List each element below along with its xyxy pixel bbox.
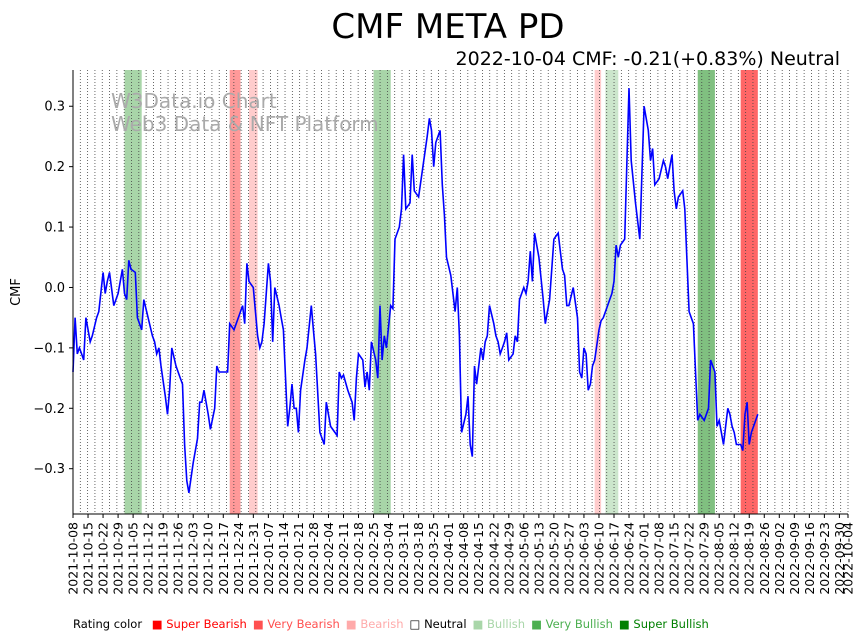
rating-band-very-bullish <box>373 70 391 514</box>
x-tick-label: 2021-11-19 <box>156 522 171 595</box>
watermark-line-2: Web3 Data & NFT Platform <box>111 112 379 136</box>
x-tick-label: 2022-07-29 <box>697 522 712 595</box>
x-tick-label: 2022-01-21 <box>291 522 306 595</box>
y-tick-label: −0.2 <box>33 402 65 417</box>
x-tick-label: 2022-03-25 <box>426 522 441 595</box>
x-tick-label: 2022-09-09 <box>787 522 802 595</box>
rating-band-super-bullish <box>697 70 715 514</box>
legend-item-super-bullish: ■ Super Bullish <box>618 617 709 631</box>
rating-legend: Rating color ■ Super Bearish ■ Very Beari… <box>73 617 721 631</box>
x-tick-label: 2021-12-17 <box>216 522 231 595</box>
rating-band-very-bearish <box>229 70 241 514</box>
x-tick-label: 2022-09-16 <box>802 522 817 595</box>
x-tick-label: 2022-09-23 <box>817 522 832 595</box>
legend-item-neutral: □ Neutral <box>409 617 467 631</box>
x-tick-label: 2021-11-26 <box>171 522 186 595</box>
y-axis-label: CMF <box>9 278 24 306</box>
x-tick-label: 2021-12-03 <box>186 522 201 595</box>
x-tick-label: 2022-08-19 <box>742 522 757 595</box>
x-tick-label: 2022-06-03 <box>576 522 591 595</box>
rating-band-very-bullish <box>124 70 142 514</box>
x-tick-label: 2021-10-15 <box>81 522 96 595</box>
legend-item-very-bullish: ■ Very Bullish <box>531 617 613 631</box>
x-tick-label: 2021-10-08 <box>66 522 81 595</box>
x-tick-label: 2022-05-06 <box>516 522 531 595</box>
x-ticks: 2021-10-08 2021-10-15 2021-10-22 2021-10-29… <box>66 514 856 595</box>
x-tick-label: 2022-07-15 <box>667 522 682 595</box>
legend-item-bullish: ■ Bullish <box>472 617 526 631</box>
chart-title: CMF META PD <box>331 7 564 47</box>
y-ticks: −0.3 −0.2 −0.1 0.0 0.1 0.2 0.3 <box>33 100 73 477</box>
x-tick-label: 2022-07-01 <box>637 522 652 595</box>
y-tick-label: 0.3 <box>44 100 65 115</box>
y-tick-label: 0.1 <box>44 221 65 236</box>
y-tick-label: −0.3 <box>33 462 65 477</box>
x-tick-label: 2021-11-05 <box>126 522 141 595</box>
x-tick-label: 2022-04-01 <box>441 522 456 595</box>
x-tick-label: 2022-07-08 <box>652 522 667 595</box>
x-tick-label: 2021-12-31 <box>246 522 261 595</box>
x-tick-label: 2022-08-12 <box>727 522 742 595</box>
x-tick-label: 2022-03-11 <box>396 522 411 595</box>
x-tick-label: 2022-04-29 <box>501 522 516 595</box>
x-tick-label: 2022-02-04 <box>321 522 336 595</box>
watermark-line-1: W3Data.io Chart <box>111 89 277 113</box>
x-tick-label: 2022-01-07 <box>261 522 276 595</box>
x-tick-label: 2022-08-05 <box>712 522 727 595</box>
rating-band-super-bearish <box>740 70 758 514</box>
legend-item-super-bearish: ■ Super Bearish <box>151 617 247 631</box>
chart-subtitle: 2022-10-04 CMF: -0.21(+0.83%) Neutral <box>456 48 840 70</box>
y-tick-label: 0.0 <box>44 281 65 296</box>
x-tick-label: 2022-02-11 <box>336 522 351 595</box>
y-tick-label: 0.2 <box>44 160 65 175</box>
x-tick-label: 2022-09-30 <box>832 522 847 595</box>
x-tick-label: 2022-01-28 <box>306 522 321 595</box>
x-tick-label: 2022-05-27 <box>561 522 576 595</box>
x-tick-label: 2022-06-10 <box>592 522 607 595</box>
x-tick-label: 2022-04-08 <box>456 522 471 595</box>
x-tick-label: 2021-12-24 <box>231 522 246 595</box>
legend-item-very-bearish: ■ Very Bearish <box>252 617 340 631</box>
x-tick-label: 2021-10-29 <box>111 522 126 595</box>
x-tick-label: 2021-10-22 <box>96 522 111 595</box>
rating-band-bearish <box>594 70 602 514</box>
x-tick-label: 2022-02-25 <box>366 522 381 595</box>
x-tick-label: 2021-12-10 <box>201 522 216 595</box>
x-tick-label: 2022-03-18 <box>411 522 426 595</box>
x-tick-label: 2022-03-04 <box>381 522 396 595</box>
x-tick-label: 2022-01-14 <box>276 522 291 595</box>
x-tick-label: 2021-11-12 <box>141 522 156 595</box>
x-tick-label: 2022-05-20 <box>546 522 561 595</box>
x-tick-label: 2022-06-17 <box>607 522 622 595</box>
watermark: W3Data.io Chart Web3 Data & NFT Platform <box>111 89 379 136</box>
x-tick-label: 2022-04-15 <box>471 522 486 595</box>
vertical-gridlines <box>72 70 849 514</box>
legend-title: Rating color <box>73 617 143 631</box>
x-tick-label: 2022-04-22 <box>486 522 501 595</box>
x-tick-label: 2022-10-04 <box>841 522 856 595</box>
x-tick-label: 2022-08-26 <box>757 522 772 595</box>
legend-items: ■ Super Bearish ■ Very Bearish ■ Bearish □ … <box>152 617 715 631</box>
x-tick-label: 2022-07-22 <box>682 522 697 595</box>
x-tick-label: 2022-02-18 <box>351 522 366 595</box>
y-tick-label: −0.1 <box>33 341 65 356</box>
x-tick-label: 2022-06-24 <box>622 522 637 595</box>
legend-item-bearish: ■ Bearish <box>345 617 404 631</box>
cmf-series-line <box>72 88 759 494</box>
x-tick-label: 2022-09-02 <box>772 522 787 595</box>
x-tick-label: 2022-05-13 <box>531 522 546 595</box>
